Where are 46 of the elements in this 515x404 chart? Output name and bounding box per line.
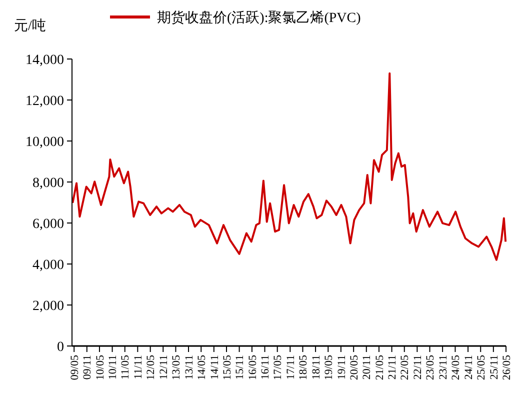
y-tick-label: 6,000 [32, 216, 64, 232]
y-tick-label: 8,000 [32, 176, 64, 191]
x-tick-label: 24/05 [450, 354, 462, 380]
y-axis-title: 元/吨 [14, 18, 46, 34]
x-tick-label: 21/05 [374, 354, 386, 380]
x-tick-label: 10/11 [107, 355, 120, 380]
x-tick-label: 17/11 [285, 355, 297, 380]
x-tick-label: 12/05 [145, 354, 158, 380]
x-tick-label: 16/11 [260, 355, 272, 380]
y-tick-label: 14,000 [26, 52, 64, 68]
x-tick-label: 18/11 [310, 355, 322, 380]
x-tick-label: 18/05 [298, 354, 310, 380]
x-tick-label: 20/05 [348, 354, 360, 380]
y-tick-label: 0 [57, 340, 64, 355]
y-tick-label: 2,000 [32, 298, 64, 314]
y-tick-label: 4,000 [32, 258, 64, 273]
x-tick-label: 19/05 [322, 354, 335, 380]
x-tick-label: 15/11 [234, 355, 246, 380]
x-tick-label: 15/05 [221, 354, 234, 380]
x-tick-label: 11/11 [132, 355, 145, 380]
x-tick-label: 25/05 [475, 354, 488, 380]
x-tick-label: 22/11 [412, 355, 424, 380]
legend-label: 期货收盘价(活跃):聚氯乙烯(PVC) [157, 10, 362, 26]
x-tick-label: 16/05 [246, 354, 259, 380]
x-tick-label: 11/05 [120, 354, 132, 380]
x-tick-label: 12/11 [158, 355, 170, 380]
x-tick-label: 17/05 [272, 354, 284, 380]
x-tick-label: 22/05 [399, 354, 412, 380]
y-tick-label: 10,000 [26, 134, 64, 150]
x-tick-label: 10/05 [94, 354, 106, 380]
y-tick-label: 12,000 [26, 94, 64, 109]
x-tick-label: 09/11 [82, 355, 94, 380]
x-tick-label: 13/11 [183, 355, 196, 380]
x-tick-label: 26/05 [500, 354, 513, 380]
x-tick-label: 14/11 [208, 355, 221, 380]
x-tick-label: 19/11 [336, 355, 348, 380]
x-tick-label: 09/05 [68, 354, 81, 380]
line-series [72, 72, 507, 261]
x-tick-label: 24/11 [462, 355, 475, 380]
x-tick-label: 23/11 [437, 355, 450, 380]
x-tick-label: 25/11 [488, 355, 500, 380]
x-tick-label: 13/05 [170, 354, 183, 380]
x-tick-label: 20/11 [361, 355, 374, 380]
x-tick-label: 14/05 [196, 354, 208, 380]
x-tick-label: 23/05 [424, 354, 437, 380]
x-tick-label: 21/11 [386, 355, 399, 380]
